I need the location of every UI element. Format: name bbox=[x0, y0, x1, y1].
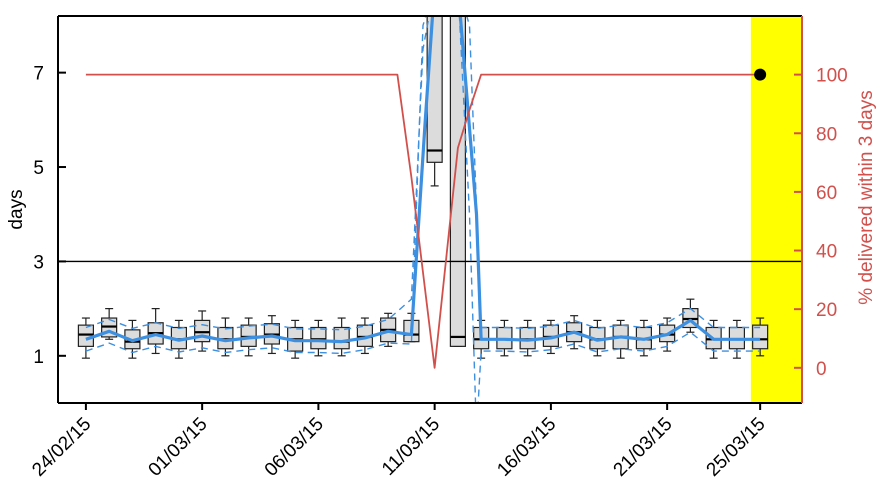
series-line-2 bbox=[85, 16, 761, 403]
y2-tick-label-4: 80 bbox=[816, 124, 837, 145]
y2-axis-title: % delivered within 3 days bbox=[856, 90, 877, 304]
x-tick-label-2: 06/03/15 bbox=[261, 414, 328, 479]
series-line-1 bbox=[85, 16, 761, 331]
box-26 bbox=[682, 298, 699, 333]
y-tick-label-1: 3 bbox=[33, 252, 44, 273]
box-body bbox=[333, 326, 350, 350]
y-tick-label-2: 5 bbox=[33, 158, 44, 179]
box-29 bbox=[752, 317, 769, 357]
series-line-0 bbox=[85, 16, 761, 344]
box-body bbox=[449, 16, 466, 347]
y2-tick-label-3: 60 bbox=[816, 183, 837, 204]
x-tick-label-5: 21/03/15 bbox=[610, 414, 677, 479]
y2-tick-label-5: 100 bbox=[816, 66, 848, 87]
x-tick-label-3: 11/03/15 bbox=[378, 414, 444, 479]
box-11 bbox=[333, 317, 350, 357]
box-6 bbox=[217, 317, 234, 357]
box-10 bbox=[310, 319, 327, 357]
x-tick-label-0: 24/02/15 bbox=[28, 414, 95, 479]
box-body bbox=[310, 326, 327, 350]
y2-tick-label-2: 40 bbox=[816, 242, 837, 263]
x-tick-label-6: 25/03/15 bbox=[703, 414, 770, 479]
y-tick-label-0: 1 bbox=[33, 347, 44, 368]
box-0 bbox=[77, 317, 95, 359]
y2-tick-label-0: 0 bbox=[816, 359, 827, 380]
box-15 bbox=[426, 16, 443, 187]
box-16 bbox=[449, 16, 466, 347]
y-tick-label-3: 7 bbox=[33, 64, 44, 85]
box-body bbox=[240, 324, 257, 347]
y2-tick-label-1: 20 bbox=[816, 300, 837, 321]
box-body bbox=[752, 324, 769, 350]
series-layer bbox=[58, 16, 802, 403]
box-5 bbox=[194, 310, 211, 352]
x-tick-label-1: 01/03/15 bbox=[145, 414, 212, 479]
series-line-3 bbox=[85, 73, 761, 369]
x-tick-label-4: 16/03/15 bbox=[493, 414, 560, 479]
highlight-point bbox=[754, 68, 767, 81]
box-body bbox=[77, 324, 95, 347]
y-axis-title: days bbox=[6, 189, 27, 229]
